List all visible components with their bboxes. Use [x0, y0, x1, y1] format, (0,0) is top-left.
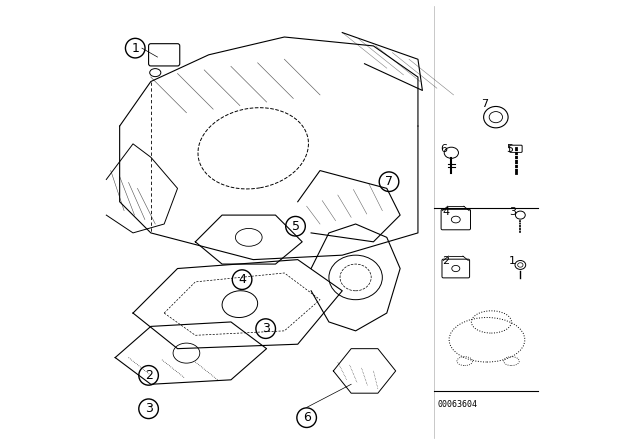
Text: 5: 5 — [506, 144, 513, 154]
Text: 2: 2 — [442, 256, 449, 266]
Text: 7: 7 — [481, 99, 488, 109]
Text: 2: 2 — [145, 369, 152, 382]
Text: 5: 5 — [291, 220, 300, 233]
Text: 3: 3 — [145, 402, 152, 415]
Text: 00063604: 00063604 — [438, 400, 478, 409]
Text: 6: 6 — [303, 411, 310, 424]
Text: 3: 3 — [509, 207, 516, 217]
Text: 1: 1 — [131, 42, 139, 55]
Text: 7: 7 — [385, 175, 393, 188]
Text: 4: 4 — [238, 273, 246, 286]
Text: 3: 3 — [262, 322, 269, 335]
Text: 1: 1 — [509, 256, 516, 266]
Text: 4: 4 — [442, 207, 449, 217]
Text: 6: 6 — [440, 144, 447, 154]
